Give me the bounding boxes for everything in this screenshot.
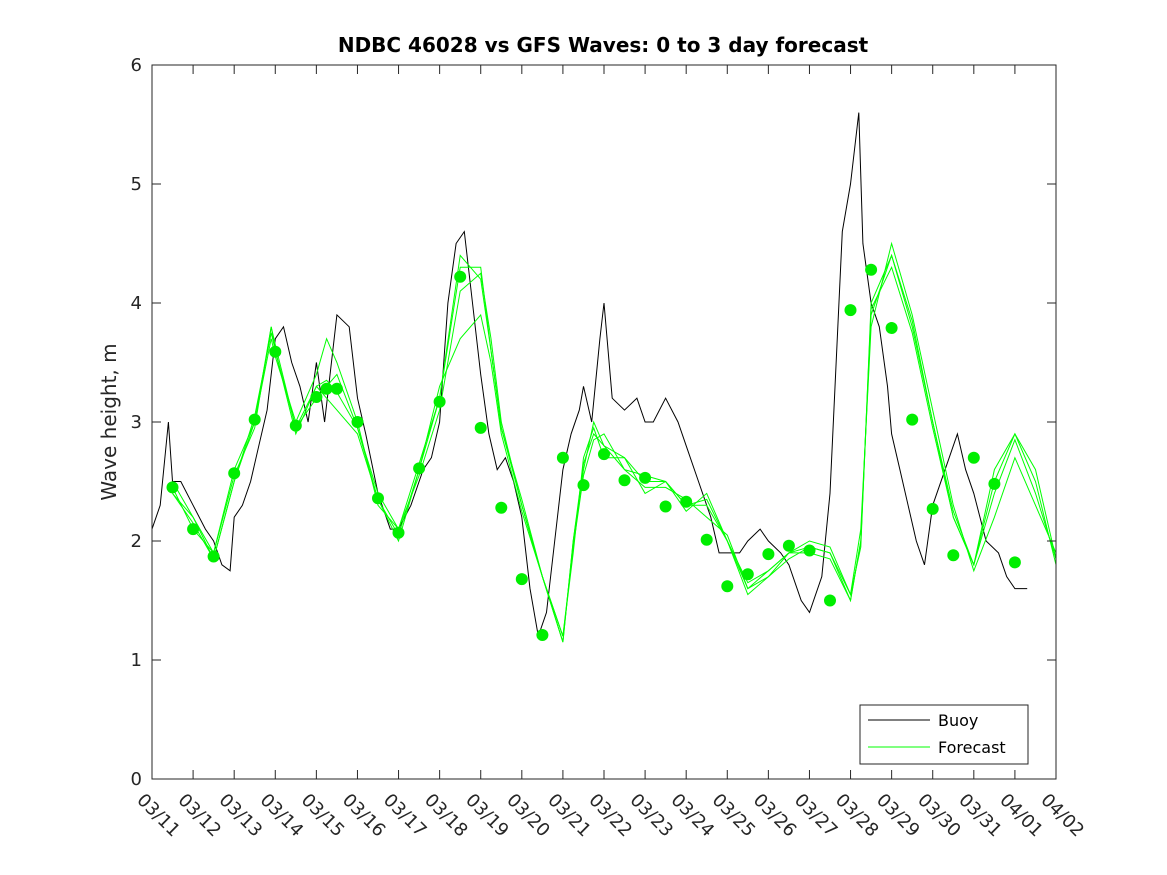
x-tick-label: 03/31 bbox=[954, 790, 1006, 842]
forecast-marker bbox=[782, 539, 795, 552]
x-tick-label: 03/13 bbox=[215, 790, 267, 842]
forecast-marker bbox=[885, 322, 898, 334]
forecast-marker bbox=[659, 500, 672, 513]
x-tick-label: 04/02 bbox=[1036, 790, 1088, 842]
legend-buoy-label: Buoy bbox=[938, 711, 978, 730]
x-tick-label: 04/01 bbox=[995, 790, 1047, 842]
y-tick-label: 6 bbox=[131, 55, 142, 76]
forecast-marker bbox=[248, 413, 261, 426]
forecast-marker bbox=[1008, 556, 1021, 569]
forecast-marker bbox=[454, 270, 467, 283]
forecast-marker bbox=[228, 467, 241, 480]
y-tick-label: 4 bbox=[131, 293, 142, 314]
x-tick-label: 03/26 bbox=[749, 790, 801, 842]
forecast-marker bbox=[392, 526, 405, 539]
forecast-marker bbox=[351, 416, 364, 428]
plot-area bbox=[152, 65, 1056, 779]
y-axis-label: Wave height, m bbox=[97, 343, 121, 500]
forecast-markers bbox=[166, 263, 1021, 641]
forecast-marker bbox=[187, 523, 200, 536]
forecast-series-line-3 bbox=[172, 265, 1057, 643]
x-tick-label: 03/30 bbox=[913, 790, 965, 842]
legend-box bbox=[859, 704, 1029, 765]
forecast-marker bbox=[289, 419, 302, 432]
forecast-marker bbox=[310, 391, 323, 403]
forecast-marker bbox=[577, 479, 590, 492]
forecast-marker bbox=[269, 345, 282, 358]
y-tick-label: 2 bbox=[131, 531, 142, 552]
forecast-marker bbox=[618, 474, 631, 487]
forecast-series-line-2 bbox=[172, 241, 1057, 637]
x-tick-label: 03/23 bbox=[626, 790, 678, 842]
forecast-marker bbox=[166, 481, 179, 494]
y-tick-label: 5 bbox=[131, 174, 142, 195]
y-tick-label: 3 bbox=[131, 412, 142, 433]
forecast-marker bbox=[762, 548, 775, 561]
x-tick-label: 03/17 bbox=[379, 790, 431, 842]
forecast-marker bbox=[433, 395, 446, 408]
forecast-marker bbox=[515, 573, 528, 586]
forecast-marker bbox=[372, 492, 384, 505]
x-tick-label: 03/22 bbox=[584, 790, 636, 842]
x-tick-label: 03/25 bbox=[708, 790, 760, 842]
forecast-marker bbox=[474, 421, 487, 434]
forecast-marker bbox=[741, 568, 754, 581]
forecast-marker bbox=[330, 382, 343, 395]
forecast-marker bbox=[967, 451, 980, 464]
forecast-marker bbox=[865, 263, 878, 276]
x-tick-label: 03/29 bbox=[872, 790, 924, 842]
forecast-marker bbox=[906, 413, 919, 426]
forecast-marker bbox=[700, 533, 713, 546]
x-tick-label: 03/21 bbox=[543, 790, 595, 842]
forecast-marker bbox=[947, 549, 960, 562]
forecast-marker bbox=[207, 550, 220, 563]
forecast-marker bbox=[413, 462, 426, 475]
forecast-marker bbox=[926, 502, 939, 515]
x-tick-label: 03/19 bbox=[461, 790, 513, 842]
x-tick-label: 03/11 bbox=[132, 790, 184, 842]
forecast-marker bbox=[803, 544, 816, 557]
chart-title: NDBC 46028 vs GFS Waves: 0 to 3 day fore… bbox=[338, 33, 869, 57]
y-tick-label: 1 bbox=[131, 650, 142, 671]
forecast-marker bbox=[988, 477, 1001, 490]
buoy-series-line bbox=[151, 112, 1028, 637]
forecast-marker bbox=[844, 304, 857, 317]
forecast-marker bbox=[536, 629, 549, 641]
forecast-series-line-1 bbox=[172, 253, 1057, 643]
x-tick-label: 03/12 bbox=[174, 790, 226, 842]
forecast-marker bbox=[721, 580, 734, 593]
forecast-marker bbox=[680, 495, 693, 508]
x-tick-label: 03/20 bbox=[502, 790, 554, 842]
forecast-marker bbox=[598, 448, 610, 461]
forecast-marker bbox=[495, 501, 508, 514]
legend: Buoy Forecast bbox=[859, 704, 1029, 765]
x-tick-label: 03/14 bbox=[256, 790, 308, 842]
x-tick-label: 03/16 bbox=[338, 790, 390, 842]
x-tick-label: 03/27 bbox=[790, 790, 842, 842]
x-tick-label: 03/28 bbox=[831, 790, 883, 842]
x-tick-label: 03/18 bbox=[420, 790, 472, 842]
y-tick-label: 0 bbox=[131, 769, 142, 790]
forecast-marker bbox=[556, 451, 569, 464]
x-tick-label: 03/15 bbox=[297, 790, 349, 842]
x-tick-label: 03/24 bbox=[667, 790, 719, 842]
forecast-marker bbox=[824, 594, 836, 607]
legend-forecast-label: Forecast bbox=[938, 738, 1006, 757]
forecast-marker bbox=[320, 382, 333, 395]
forecast-marker bbox=[639, 471, 652, 484]
